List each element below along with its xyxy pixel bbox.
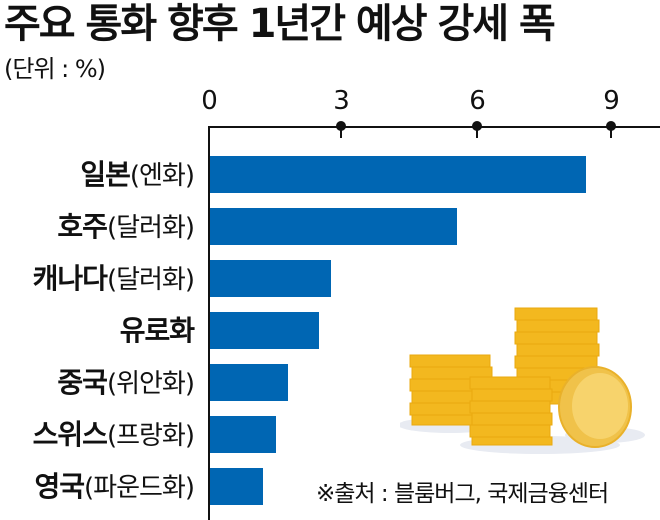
bar-euro (210, 312, 319, 349)
tick-label-0: 0 (201, 86, 218, 116)
category-label: 중국(위안화) (57, 366, 195, 399)
category-label: 유로화 (119, 314, 195, 347)
y-axis-line (208, 126, 210, 520)
category-label: 스위스(프랑화) (32, 418, 195, 451)
bar-uk (210, 468, 263, 505)
tick-dot-9 (606, 121, 616, 131)
tick-mark-9 (610, 128, 612, 138)
bar-japan (210, 156, 586, 193)
chart-title: 주요 통화 향후 1년간 예상 강세 폭 (4, 1, 556, 47)
tick-mark-3 (340, 128, 342, 138)
bar-switzerland (210, 416, 276, 453)
x-axis-line (209, 126, 660, 128)
category-label: 캐나다(달러화) (32, 262, 195, 295)
bar-china (210, 364, 288, 401)
tick-label-9: 9 (603, 86, 620, 116)
category-label: 영국(파운드화) (34, 470, 195, 503)
gold-coins-illustration (400, 307, 645, 454)
bar-australia (210, 208, 457, 245)
tick-label-3: 3 (333, 86, 350, 116)
source-note: ※출처 : 블룸버그, 국제금융센터 (316, 481, 609, 507)
unit-label: (단위 : %) (4, 55, 106, 83)
tick-mark-6 (476, 128, 478, 138)
tick-label-6: 6 (469, 86, 486, 116)
tick-dot-3 (336, 121, 346, 131)
bar-canada (210, 260, 331, 297)
tick-dot-6 (472, 121, 482, 131)
category-label: 일본(엔화) (80, 158, 195, 191)
category-label: 호주(달러화) (57, 210, 195, 243)
